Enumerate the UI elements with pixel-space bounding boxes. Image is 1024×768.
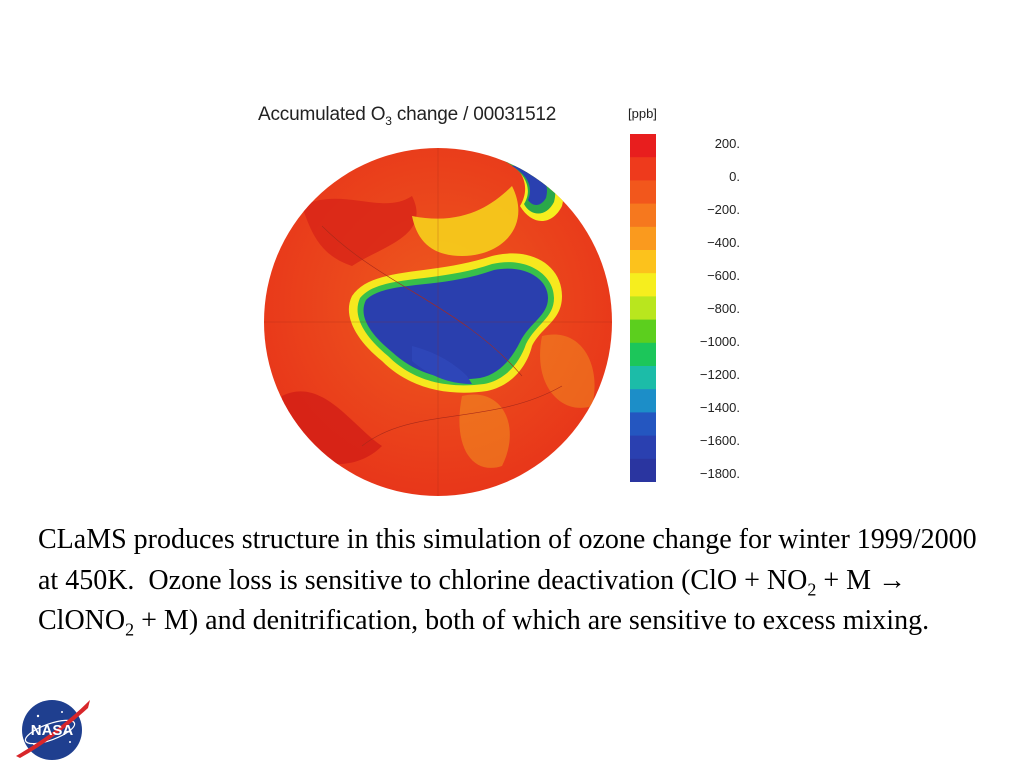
nasa-logo-text: NASA (31, 722, 74, 739)
colorbar-segment (630, 273, 656, 297)
colorbar-segment (630, 157, 656, 181)
colorbar-segment (630, 226, 656, 251)
colorbar-segment (630, 250, 656, 274)
colorbar-segment (630, 296, 656, 321)
colorbar (630, 134, 656, 482)
colorbar-segment (630, 342, 656, 367)
colorbar-tick-label: −1400. (699, 400, 740, 415)
colorbar-segment (630, 458, 656, 482)
colorbar-segment (630, 180, 656, 205)
colorbar-tick-label: −1800. (699, 466, 740, 481)
colorbar-segment (630, 435, 656, 460)
colorbar-tick-label: −1600. (699, 433, 740, 448)
colorbar-segment (630, 203, 656, 228)
colorbar-tick-label: 200. (714, 136, 740, 151)
colorbar-ticks: 200. 0. −200. −400. −600. −800. −1000. −1200. −1… (680, 136, 740, 496)
colorbar-tick-label: −800. (707, 301, 740, 316)
colorbar-tick-label: −600. (707, 268, 740, 283)
polar-ozone-map (264, 148, 612, 496)
colorbar-tick-label: −1200. (699, 367, 740, 382)
ozone-change-figure: Accumulated O3 change / 00031512 [ppb] (248, 100, 740, 502)
figure-title: Accumulated O3 change / 00031512 (258, 104, 557, 128)
slide-caption: CLaMS produces structure in this simulat… (38, 524, 977, 640)
colorbar-segment (630, 412, 656, 437)
colorbar-tick-label: −400. (707, 235, 740, 250)
colorbar-units: [ppb] (628, 106, 657, 121)
colorbar-segment (630, 319, 656, 344)
colorbar-tick-label: −200. (707, 202, 740, 217)
nasa-meatball-icon: NASA (16, 700, 90, 760)
colorbar-segment (630, 389, 656, 413)
colorbar-tick-label: 0. (729, 169, 740, 184)
colorbar-tick-label: −1000. (699, 334, 740, 349)
colorbar-segment (630, 366, 656, 390)
colorbar-segment (630, 134, 656, 158)
